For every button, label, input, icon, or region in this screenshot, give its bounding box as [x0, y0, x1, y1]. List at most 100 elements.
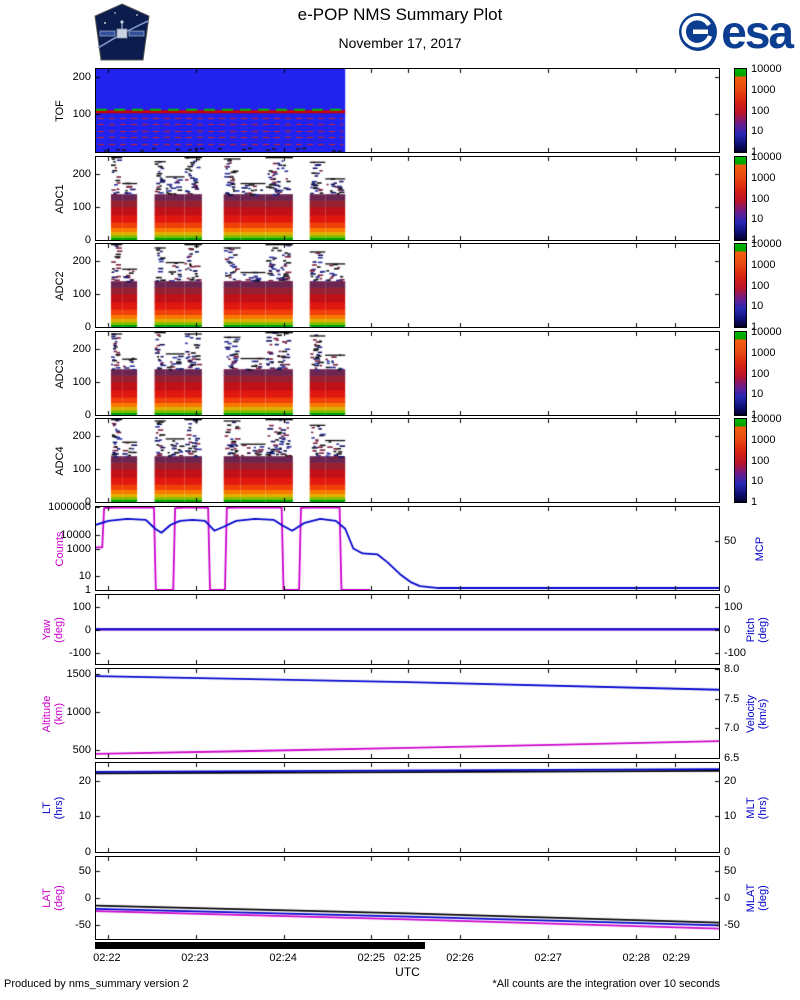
colorbar — [734, 243, 747, 328]
ytick-label-right: 7.0 — [724, 722, 740, 735]
panel-counts — [95, 506, 720, 591]
colorbar-tick-label: 100 — [751, 454, 770, 467]
ytick-label: 1000 — [66, 542, 91, 555]
epop-mission-logo — [94, 3, 150, 61]
colorbar-tick-label: 1000 — [751, 258, 776, 271]
colorbar-tick-label: 10 — [751, 475, 764, 488]
ytick-label-right: 8.0 — [724, 663, 740, 675]
ytick-label: 0 — [84, 409, 91, 421]
ytick-label: 200 — [72, 429, 91, 442]
xtick-label: 02:29 — [662, 952, 691, 964]
page-title: e-POP NMS Summary Plot — [297, 5, 503, 24]
xtick-label: 02:24 — [269, 952, 297, 964]
adc1-canvas — [96, 157, 719, 240]
colorbar-tick-label: 10 — [751, 388, 764, 401]
colorbar — [734, 331, 747, 416]
colorbar-tick-label: 10 — [751, 213, 764, 226]
ytick-label: 100 — [72, 600, 91, 613]
y-axis-label-lat: LAT (deg) — [41, 885, 65, 911]
colorbar-tick-label: 10000 — [751, 151, 782, 163]
colorbar-tick-label: 1000 — [751, 171, 776, 184]
ytick-label: 20 — [78, 774, 91, 787]
y-axis-label-right-lat: MLAT (deg) — [745, 883, 769, 913]
integration-note: *All counts are the integration over 10 … — [492, 978, 720, 990]
ytick-label-right: 0 — [724, 892, 731, 904]
ytick-label: 1500 — [66, 668, 91, 681]
altitude-canvas — [96, 669, 719, 758]
ytick-label: 1 — [84, 584, 91, 596]
colorbar-tick-label: 10000 — [751, 63, 782, 75]
esa-globe-icon — [679, 13, 718, 51]
produced-by-note: Produced by nms_summary version 2 — [4, 978, 189, 990]
xtick-label: 02:28 — [622, 952, 651, 964]
lat-canvas — [96, 857, 719, 939]
ytick-label-right: 0 — [724, 623, 731, 636]
ytick-label: 10 — [78, 810, 91, 823]
ytick-label: 1000000 — [48, 501, 91, 513]
colorbar-tick-label: 10000 — [751, 413, 782, 425]
ytick-label-right: -50 — [724, 919, 740, 932]
colorbar — [734, 68, 747, 153]
lt-canvas — [96, 763, 719, 852]
yaw-canvas — [96, 595, 719, 664]
colorbar-tick-label: 100 — [751, 104, 770, 117]
ytick-label-right: 7.5 — [724, 692, 740, 705]
panel-lat — [95, 856, 720, 940]
panel-adc1 — [95, 156, 720, 241]
ytick-label-right: 6.5 — [724, 752, 740, 764]
colorbar-tick-label: 100 — [751, 367, 770, 380]
colorbar — [734, 156, 747, 241]
ytick-label-right: 50 — [724, 534, 737, 547]
colorbar-tick-label: 1 — [751, 321, 758, 333]
esa-logo: esa — [678, 6, 794, 58]
ytick-label: 200 — [72, 342, 91, 355]
adc4-canvas — [96, 419, 719, 502]
xtick-label: 02:22 — [93, 952, 121, 964]
colorbar-tick-label: 1000 — [751, 83, 776, 96]
ytick-label-right: 10 — [724, 810, 737, 823]
colorbar-tick-label: 100 — [751, 192, 770, 205]
colorbar-tick-label: 100 — [751, 279, 770, 292]
ytick-label: 10 — [78, 570, 91, 583]
tof-canvas — [96, 69, 719, 152]
ytick-label: 10000 — [60, 528, 91, 541]
colorbar-tick-label: 1 — [751, 496, 758, 508]
colorbar-tick-label: 1000 — [751, 346, 776, 359]
ytick-label: 0 — [84, 623, 91, 636]
ytick-label: 500 — [72, 744, 91, 757]
ytick-label: 0 — [84, 892, 91, 904]
colorbar-tick-label: 1000 — [751, 433, 776, 446]
ytick-label-right: 0 — [724, 584, 731, 596]
ytick-label: 200 — [72, 70, 91, 83]
colorbar-tick-label: 10 — [751, 300, 764, 313]
ytick-label: 100 — [72, 108, 91, 121]
ytick-label: -100 — [68, 646, 91, 659]
counts-canvas — [96, 507, 719, 590]
xtick-label: 02:25 — [393, 952, 422, 964]
ytick-label-right: -100 — [724, 646, 747, 659]
colorbar-tick-label: 10000 — [751, 238, 782, 250]
colorbar-tick-label: 1 — [751, 234, 758, 246]
colorbar-tick-label: 1 — [751, 409, 758, 421]
colorbar-tick-label: 1 — [751, 146, 758, 158]
ytick-label: 100 — [72, 200, 91, 213]
colorbar-tick-label: 10000 — [751, 326, 782, 338]
panel-adc4 — [95, 418, 720, 503]
esa-logo-text: esa — [721, 6, 794, 58]
ytick-label: -50 — [75, 919, 91, 932]
ytick-label: 0 — [84, 496, 91, 508]
ytick-label-right: 100 — [724, 600, 743, 613]
colorbar-tick-label: 10 — [751, 125, 764, 138]
ytick-label-right: 20 — [724, 774, 737, 787]
ytick-label: 100 — [72, 287, 91, 300]
xtick-label: 02:23 — [181, 952, 209, 964]
ytick-label-right: 0 — [724, 846, 731, 858]
ytick-label: 0 — [84, 234, 91, 246]
panel-altitude — [95, 668, 720, 759]
ytick-label-right: 50 — [724, 864, 737, 877]
xtick-label: 02:25 — [357, 952, 386, 964]
ytick-label: 1000 — [66, 706, 91, 719]
ytick-label: 200 — [72, 167, 91, 180]
